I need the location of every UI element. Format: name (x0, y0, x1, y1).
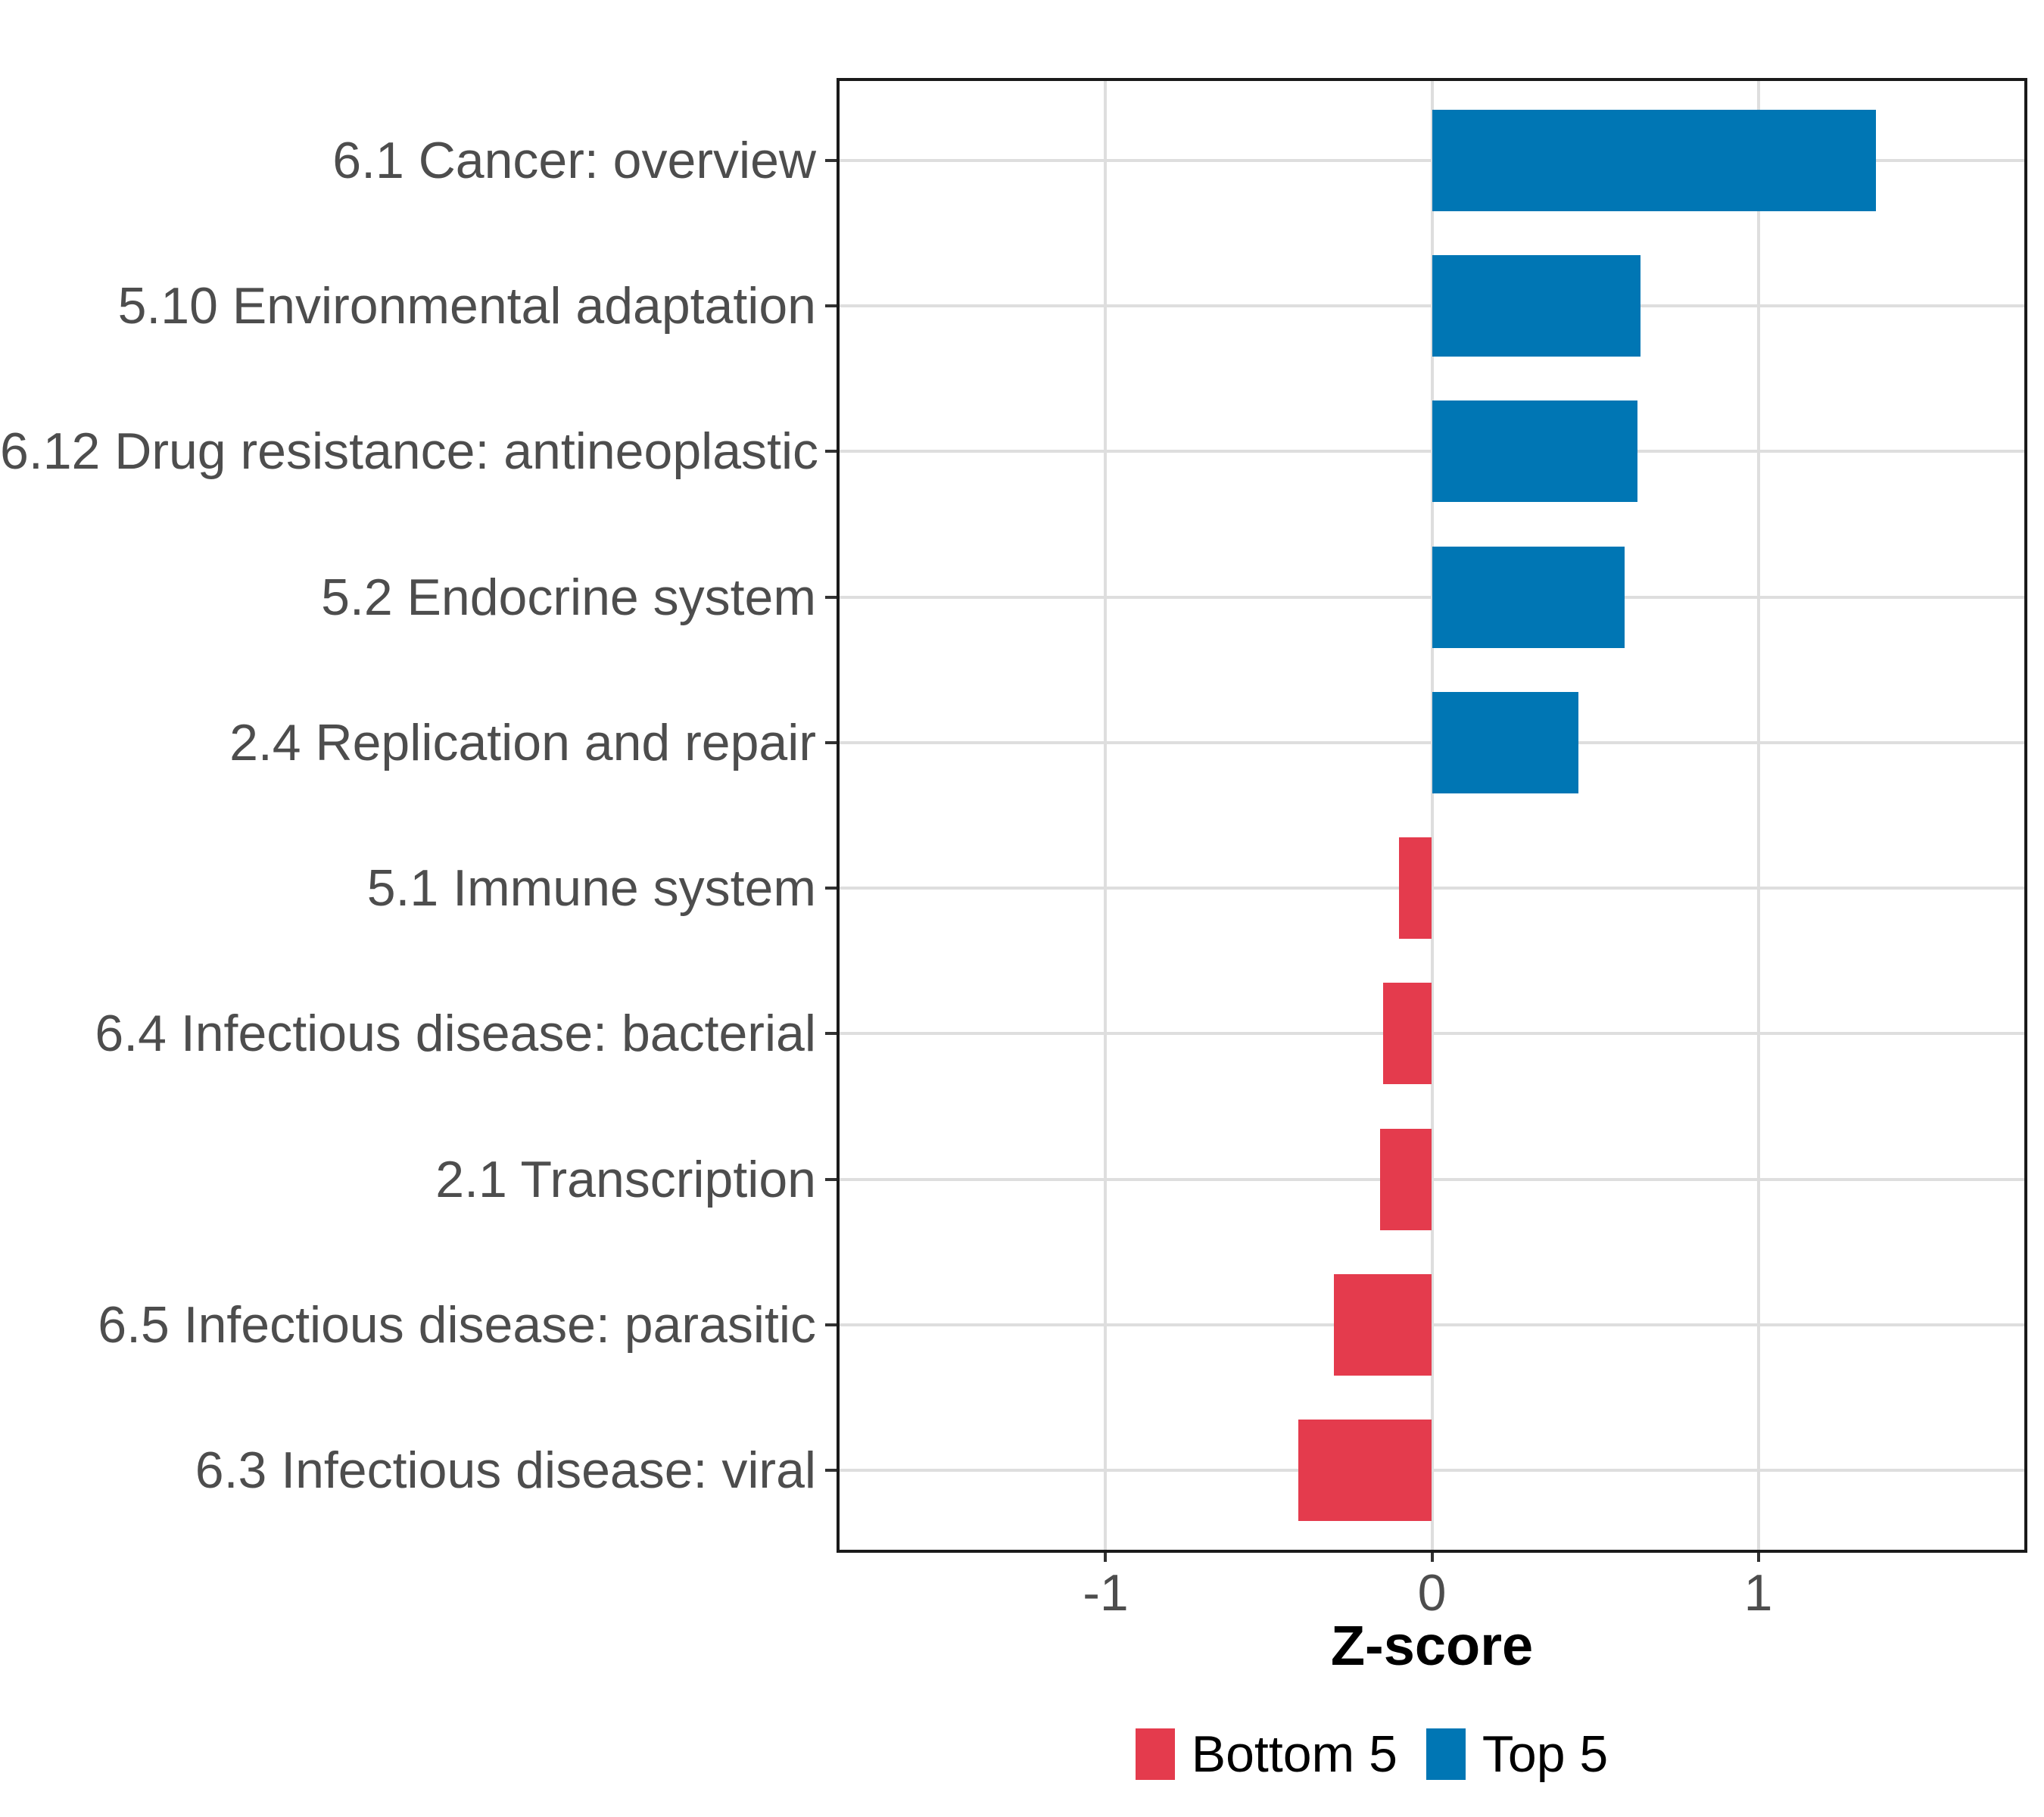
gridline-x-1 (1756, 79, 1760, 1551)
category-label: 6.3 Infectious disease: viral (195, 1441, 816, 1499)
x-tick-label: 1 (1743, 1564, 1773, 1622)
legend-label: Top 5 (1482, 1725, 1609, 1783)
y-tick (825, 595, 837, 599)
bar-bottom-5 (1334, 1273, 1432, 1376)
gridline-row (838, 887, 2026, 890)
y-tick (825, 887, 837, 890)
gridline-row (838, 1177, 2026, 1181)
bar-bottom-5 (1379, 1128, 1432, 1230)
bar-top-5 (1432, 110, 1876, 211)
legend-label: Bottom 5 (1191, 1725, 1397, 1783)
category-label: 6.12 Drug resistance: antineoplastic (0, 422, 819, 481)
category-label: 2.1 Transcription (435, 1150, 816, 1208)
y-tick (825, 740, 837, 744)
category-label: 5.1 Immune system (366, 859, 816, 918)
x-tick-label: -1 (1083, 1564, 1129, 1622)
category-label: 6.4 Infectious disease: bacterial (95, 1005, 816, 1063)
gridline-row (838, 1469, 2026, 1472)
x-axis-title: Z-score (1330, 1614, 1534, 1677)
category-label: 6.1 Cancer: overview (332, 132, 816, 189)
bar-bottom-5 (1298, 1420, 1432, 1521)
legend-key-swatch (1426, 1728, 1466, 1780)
y-tick (825, 1323, 837, 1326)
bar-top-5 (1432, 400, 1638, 503)
bar-top-5 (1432, 255, 1641, 357)
x-tick (1104, 1550, 1108, 1562)
category-label: 6.5 Infectious disease: parasitic (98, 1295, 816, 1354)
y-tick (825, 304, 837, 308)
y-tick (825, 159, 837, 162)
gridline-x-0 (1430, 79, 1434, 1551)
category-label: 5.2 Endocrine system (321, 568, 816, 626)
category-label: 5.10 Environmental adaptation (117, 277, 816, 335)
bar-bottom-5 (1399, 837, 1432, 940)
x-tick (1430, 1550, 1434, 1562)
x-tick-label: 0 (1417, 1564, 1447, 1622)
bar-top-5 (1432, 546, 1625, 648)
plot-panel (838, 79, 2026, 1551)
gridline-row (838, 1323, 2026, 1326)
y-tick (825, 1177, 837, 1181)
bar-top-5 (1432, 691, 1579, 793)
legend: Bottom 5 Top 5 (833, 1725, 1911, 1784)
category-label: 2.4 Replication and repair (229, 713, 816, 771)
y-tick (825, 450, 837, 453)
x-tick (1756, 1550, 1760, 1562)
bar-bottom-5 (1382, 983, 1432, 1085)
gridline-row (838, 1032, 2026, 1036)
y-tick (825, 1032, 837, 1036)
legend-item-bottom-5: Bottom 5 (1135, 1725, 1397, 1784)
legend-key-swatch (1135, 1728, 1175, 1780)
gridline-x--1 (1104, 79, 1108, 1551)
legend-item-top-5: Top 5 (1426, 1725, 1608, 1784)
y-tick (825, 1469, 837, 1472)
